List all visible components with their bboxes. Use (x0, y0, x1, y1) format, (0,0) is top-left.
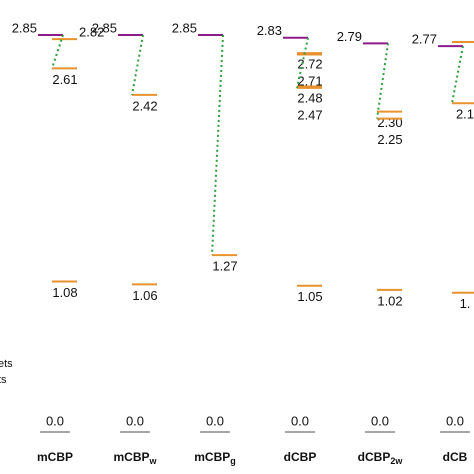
name-sub: w (149, 456, 158, 466)
column-name: dCB (443, 450, 468, 464)
triplet-label: 2.42 (132, 98, 157, 113)
ground-label: 0.0 (206, 413, 224, 428)
column-name: mCBP (37, 450, 73, 464)
triplet-label: 2.82 (79, 25, 104, 40)
triplet-label: 2.25 (377, 132, 402, 147)
singlet-label: 2.85 (12, 20, 37, 35)
ground-label: 0.0 (126, 413, 144, 428)
triplet-label: 2.30 (377, 115, 402, 130)
transition-line (51, 34, 64, 69)
name-sub: 2w (390, 456, 403, 466)
triplet-label: 2.72 (297, 57, 322, 72)
triplet-label: 1.02 (377, 293, 402, 308)
singlet-label: 2.79 (337, 29, 362, 44)
column-name: mCBPw (113, 450, 157, 466)
transition-line (376, 43, 389, 119)
column-name: dCBP2w (358, 450, 404, 466)
name-main: mCBP (194, 450, 230, 464)
legend-singlets: ets (0, 358, 13, 370)
transition-line (296, 37, 309, 89)
ground-label: 0.0 (371, 413, 389, 428)
triplet-label: 1. (460, 296, 471, 311)
triplet-label: 2.1 (456, 107, 474, 122)
transition-line (451, 45, 464, 104)
triplet-label: 1.05 (297, 289, 322, 304)
transition-line (211, 34, 224, 256)
column-name: dCBP (284, 450, 317, 464)
name-main: dCBP (358, 450, 391, 464)
ground-label: 0.0 (46, 413, 64, 428)
triplet-label: 2.61 (52, 72, 77, 87)
name-sub: g (230, 456, 236, 466)
triplet-label: 2.47 (297, 108, 322, 123)
ground-label: 0.0 (446, 413, 464, 428)
singlet-label: 2.83 (257, 23, 282, 38)
singlet-label: 2.77 (412, 32, 437, 47)
transition-line (131, 34, 144, 96)
singlet-label: 2.85 (172, 20, 197, 35)
triplet-label: 2.71 (297, 74, 322, 89)
triplet-label: 2.48 (297, 91, 322, 106)
name-main: mCBP (113, 450, 149, 464)
ground-label: 0.0 (291, 413, 309, 428)
triplet-label: 1.06 (132, 288, 157, 303)
triplet-label: 1.08 (52, 285, 77, 300)
triplet-label: 1.27 (212, 259, 237, 274)
legend-triplets: ts (0, 374, 7, 386)
column-name: mCBPg (194, 450, 236, 466)
singlet-label: 2.85 (92, 20, 117, 35)
